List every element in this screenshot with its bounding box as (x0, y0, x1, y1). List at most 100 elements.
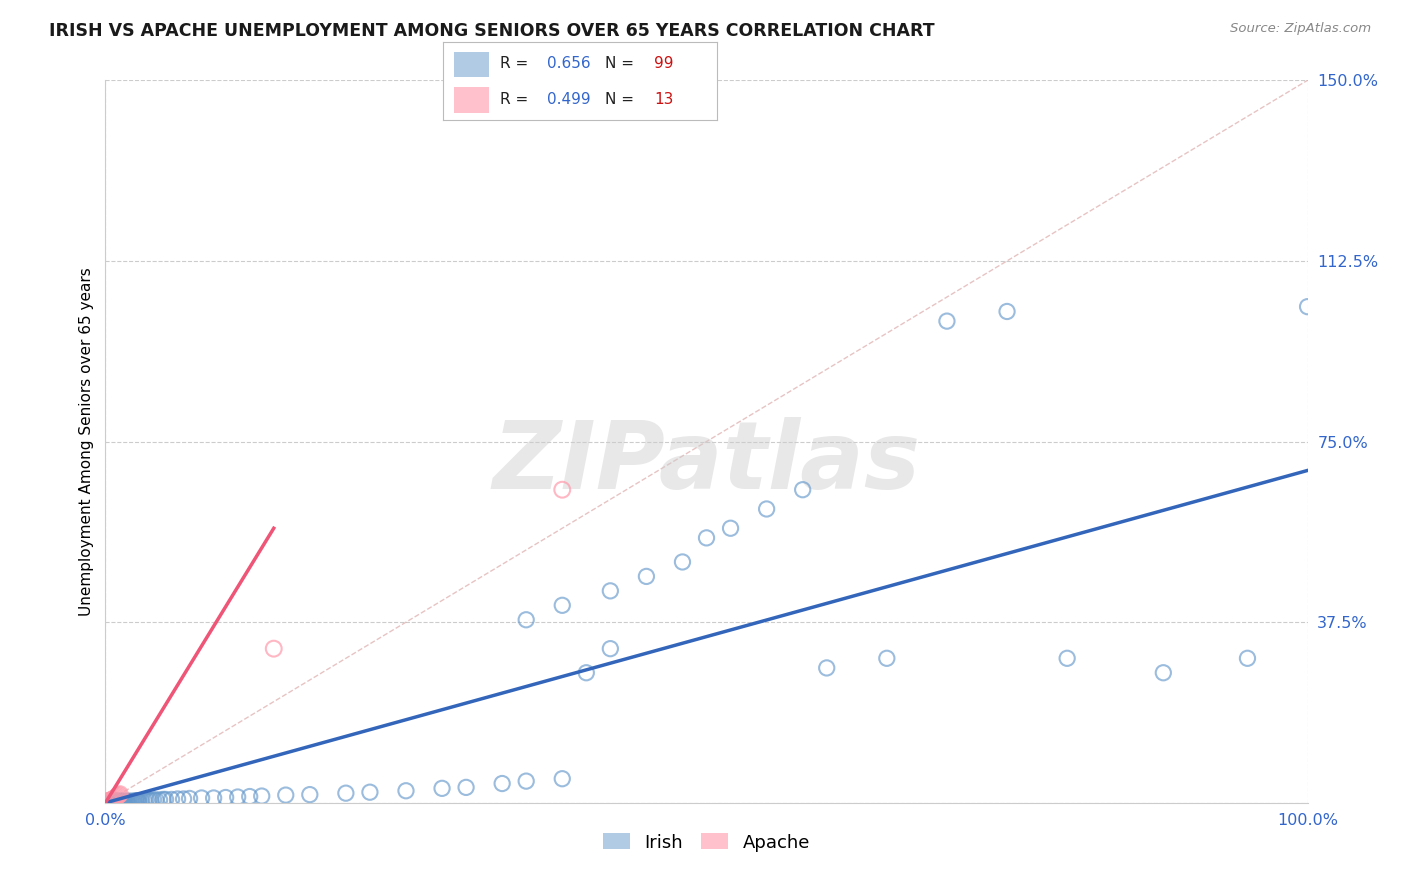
Point (142, 793, 165, 807)
Point (98, 794, 121, 808)
Point (122, 794, 145, 808)
Text: ZIPatlas: ZIPatlas (492, 417, 921, 509)
Point (1056, 651, 1078, 665)
Point (107, 794, 129, 808)
Point (551, 599, 574, 613)
Point (551, 772, 574, 786)
Text: 99: 99 (654, 56, 673, 71)
Point (97, 794, 120, 808)
Point (131, 794, 153, 808)
Point (104, 795, 127, 809)
Point (202, 791, 225, 805)
Point (995, 304, 1018, 318)
Point (101, 794, 124, 808)
Point (124, 794, 146, 808)
Point (145, 793, 167, 807)
Point (101, 794, 124, 808)
Text: IRISH VS APACHE UNEMPLOYMENT AMONG SENIORS OVER 65 YEARS CORRELATION CHART: IRISH VS APACHE UNEMPLOYMENT AMONG SENIO… (49, 22, 935, 40)
Point (152, 792, 174, 806)
Point (139, 793, 162, 807)
Point (876, 651, 898, 665)
Point (117, 794, 139, 808)
Point (551, 483, 574, 497)
Point (263, 641, 285, 656)
Point (696, 531, 718, 545)
Legend: Irish, Apache: Irish, Apache (596, 826, 817, 859)
Point (100, 795, 122, 809)
Text: 0.499: 0.499 (547, 92, 591, 107)
Point (105, 794, 128, 808)
Y-axis label: Unemployment Among Seniors over 65 years: Unemployment Among Seniors over 65 years (79, 268, 94, 615)
Point (98, 795, 121, 809)
Point (115, 795, 138, 809)
Point (104, 794, 127, 808)
Text: Source: ZipAtlas.com: Source: ZipAtlas.com (1230, 22, 1371, 36)
Point (792, 483, 814, 497)
Point (636, 569, 658, 583)
Point (125, 794, 148, 808)
Point (98, 794, 121, 808)
Point (98, 795, 121, 809)
Point (1152, 665, 1174, 680)
Point (160, 792, 183, 806)
Point (98, 793, 121, 807)
Point (108, 795, 131, 809)
Point (274, 788, 297, 802)
Point (108, 787, 131, 801)
Point (936, 314, 959, 328)
Point (110, 794, 132, 808)
Point (107, 795, 129, 809)
Point (101, 795, 124, 809)
Point (599, 583, 621, 598)
Point (359, 785, 381, 799)
Point (430, 781, 453, 796)
Point (127, 794, 149, 808)
Point (138, 793, 160, 807)
Point (105, 794, 128, 808)
Point (1236, 651, 1258, 665)
Point (120, 794, 142, 808)
Point (515, 774, 537, 789)
Point (124, 794, 146, 808)
Bar (454, 52, 489, 78)
Point (97, 795, 120, 809)
Point (107, 795, 129, 809)
Point (115, 794, 138, 808)
Point (190, 791, 212, 805)
Point (395, 784, 418, 798)
Point (155, 792, 177, 806)
Point (104, 791, 127, 805)
Point (114, 794, 136, 808)
Point (112, 795, 135, 809)
Point (100, 793, 122, 807)
Point (132, 793, 155, 807)
Point (98, 794, 121, 808)
Point (815, 661, 838, 675)
Point (111, 794, 134, 808)
Point (166, 792, 188, 806)
Point (671, 555, 693, 569)
Point (103, 795, 125, 809)
Point (755, 502, 778, 516)
Point (173, 792, 195, 806)
Point (239, 789, 262, 804)
Point (107, 794, 129, 808)
Point (214, 790, 236, 805)
Point (121, 794, 143, 808)
Point (118, 794, 141, 808)
Point (135, 793, 157, 807)
Point (111, 795, 134, 809)
Point (107, 788, 129, 802)
Point (101, 792, 124, 806)
Point (599, 641, 621, 656)
Point (298, 788, 321, 802)
Point (114, 795, 136, 809)
Text: R =: R = (501, 92, 534, 107)
Text: 13: 13 (654, 92, 673, 107)
Point (105, 790, 128, 805)
Point (335, 786, 357, 800)
Point (112, 794, 135, 808)
Point (100, 794, 122, 808)
Point (515, 613, 537, 627)
Point (107, 794, 129, 808)
